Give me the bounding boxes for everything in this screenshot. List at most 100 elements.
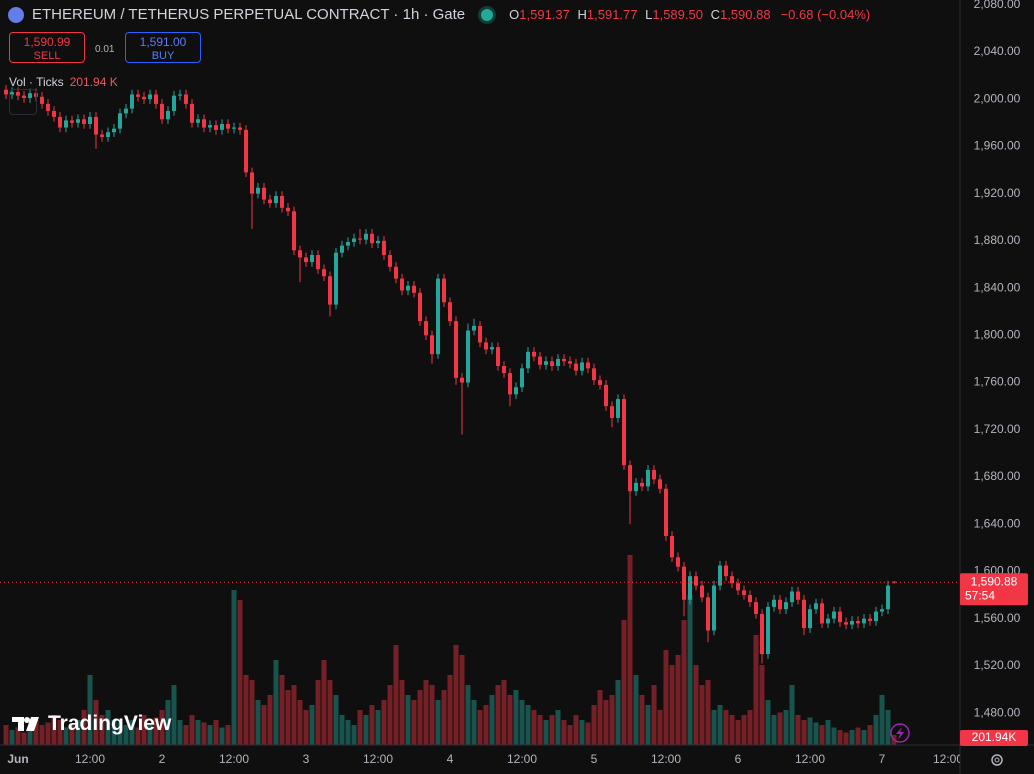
watermark: TradingView [12,712,171,736]
volume-bar [9,730,15,745]
x-tick-label: 12:00 [507,752,537,766]
candle-body [466,330,470,383]
volume-bar [447,675,453,745]
volume-bar [747,710,753,745]
volume-bar [381,700,387,745]
volume-bar [771,715,777,745]
candle-body [256,187,260,194]
candle-body [274,195,278,204]
candle-body [802,599,806,629]
candle-body [358,238,362,240]
candle-body [694,576,698,586]
volume-bar [531,710,537,745]
volume-bar [693,665,699,745]
ohlc-key: H [577,7,587,22]
volume-bar [249,680,255,745]
volume-bar [405,695,411,745]
candle-body [718,565,722,586]
volume-badge [960,730,1028,746]
volume-bar [435,700,441,745]
x-tick-label: 12:00 [75,752,105,766]
ohlc-values: O1,591.37 H1,591.77 L1,589.50 C1,590.88 [505,7,770,22]
settings-icon[interactable] [991,754,1003,766]
volume-pane [3,555,897,745]
y-tick-label: 1,880.00 [974,233,1021,247]
y-tick-label: 1,800.00 [974,327,1021,341]
volume-legend: Vol · Ticks 201.94 K [9,75,118,89]
candle-body [772,599,776,607]
candle-body [502,366,506,374]
candle-body [706,597,710,631]
volume-bar [315,680,321,745]
candle-body [682,566,686,600]
volume-bar [153,717,159,745]
volume-bar [423,680,429,745]
lightning-icon[interactable] [890,723,910,743]
candle-body [448,302,452,322]
candle-body [394,266,398,279]
candle-body [832,611,836,619]
candle-body [484,342,488,350]
candle-body [376,240,380,244]
change: −0.68 (−0.04%) [780,7,871,22]
candle-body [148,94,152,100]
volume-bar [729,715,735,745]
volume-bar [135,727,141,745]
volume-bar [297,700,303,745]
volume-bar [639,695,645,745]
volume-bar [609,695,615,745]
volume-bar [615,680,621,745]
candle-body [250,172,254,194]
candle-body [808,609,812,629]
volume-bar [759,665,765,745]
volume-bar [627,555,633,745]
candle-body [346,242,350,246]
buy-price: 1,591.00 [139,35,187,49]
volume-bar [705,680,711,745]
volume-bar [63,727,69,745]
volume-bar [471,700,477,745]
volume-bar [195,720,201,745]
candle-body [790,591,794,603]
volume-bar [213,720,219,745]
candle-body [220,123,224,130]
candle-body [112,128,116,133]
volume-bar [261,705,267,745]
candle-body [166,110,170,120]
spread: 0.01 [95,44,115,55]
volume-bar [465,685,471,745]
buy-button[interactable]: 1,591.00 BUY [125,32,201,63]
candle-body [874,611,878,622]
volume-bar [15,727,21,745]
volume-bar [483,705,489,745]
candle-body [382,240,386,256]
candle-body [646,469,650,487]
volume-bar [285,690,291,745]
candle-body [130,94,134,109]
ohlc-key: O [509,7,520,22]
sell-button[interactable]: 1,590.99 SELL [9,32,85,63]
volume-bar [501,680,507,745]
volume-bar [813,722,819,745]
volume-bar [309,705,315,745]
volume-bar [561,720,567,745]
volume-bar [585,722,591,745]
candle-body [862,618,866,624]
volume-bar [225,725,231,745]
candle-body [94,116,98,135]
volume-bar [597,690,603,745]
collapse-button[interactable] [9,89,37,115]
volume-bar [183,725,189,745]
candle-body [496,347,500,367]
volume-bar [567,725,573,745]
candle-body [22,95,26,98]
volume-bar [735,720,741,745]
candle-body [568,361,572,364]
x-tick-label: 12:00 [651,752,681,766]
volume-bar [255,700,261,745]
candle-body [760,613,764,655]
volume-bar [231,590,237,745]
y-tick-label: 1,640.00 [974,516,1021,530]
watermark-text: TradingView [48,712,172,735]
volume-bar [99,715,105,745]
